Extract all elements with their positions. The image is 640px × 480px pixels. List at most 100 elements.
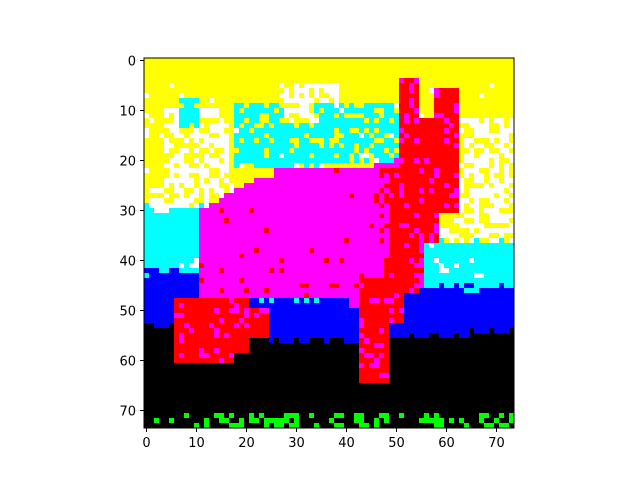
heatmap-cell	[214, 383, 220, 389]
heatmap-cell	[409, 163, 415, 169]
heatmap-cell	[484, 308, 490, 314]
heatmap-cell	[194, 93, 200, 99]
heatmap-cell	[354, 183, 360, 189]
heatmap-cell	[414, 383, 420, 389]
heatmap-cell	[424, 263, 430, 269]
heatmap-cell	[154, 248, 160, 254]
heatmap-cell	[499, 83, 505, 89]
heatmap-cell	[244, 143, 250, 149]
heatmap-cell	[214, 388, 220, 394]
heatmap-cell	[164, 203, 170, 209]
heatmap-cell	[339, 63, 345, 69]
heatmap-cell	[189, 118, 195, 124]
heatmap-cell	[339, 208, 345, 214]
heatmap-cell	[329, 323, 335, 329]
heatmap-cell	[429, 243, 435, 249]
heatmap-cell	[364, 208, 370, 214]
heatmap-cell	[314, 348, 320, 354]
heatmap-cell	[249, 78, 255, 84]
heatmap-cell	[249, 123, 255, 129]
heatmap-cell	[194, 353, 200, 359]
heatmap-cell	[359, 258, 365, 264]
heatmap-cell	[289, 388, 295, 394]
heatmap-cell	[284, 153, 290, 159]
heatmap-cell	[269, 273, 275, 279]
heatmap-cell	[249, 108, 255, 114]
heatmap-cell	[359, 328, 365, 334]
heatmap-cell	[479, 353, 485, 359]
heatmap-cell	[204, 233, 210, 239]
heatmap-cell	[239, 283, 245, 289]
heatmap-cell	[209, 183, 215, 189]
heatmap-cell	[444, 138, 450, 144]
heatmap-cell	[269, 113, 275, 119]
heatmap-cell	[429, 158, 435, 164]
heatmap-cell	[174, 128, 180, 134]
heatmap-cell	[189, 148, 195, 154]
heatmap-cell	[349, 108, 355, 114]
heatmap-cell	[199, 258, 205, 264]
heatmap-cell	[144, 173, 150, 179]
heatmap-cell	[304, 223, 310, 229]
heatmap-cell	[504, 288, 510, 294]
heatmap-cell	[299, 138, 305, 144]
heatmap-cell	[234, 358, 240, 364]
heatmap-cell	[169, 183, 175, 189]
heatmap-cell	[409, 383, 415, 389]
heatmap-cell	[339, 238, 345, 244]
heatmap-cell	[314, 383, 320, 389]
heatmap-cell	[414, 213, 420, 219]
heatmap-cell	[159, 153, 165, 159]
heatmap-cell	[504, 148, 510, 154]
heatmap-cell	[374, 183, 380, 189]
heatmap-cell	[204, 388, 210, 394]
heatmap-cell	[414, 103, 420, 109]
heatmap-cell	[349, 288, 355, 294]
heatmap-cell	[194, 388, 200, 394]
heatmap-cell	[214, 393, 220, 399]
heatmap-cell	[144, 298, 150, 304]
heatmap-cell	[374, 208, 380, 214]
heatmap-cell	[219, 273, 225, 279]
heatmap-cell	[249, 298, 255, 304]
heatmap-cell	[229, 83, 235, 89]
heatmap-cell	[304, 308, 310, 314]
heatmap-cell	[389, 333, 395, 339]
heatmap-cell	[159, 233, 165, 239]
heatmap-cell	[454, 148, 460, 154]
heatmap-cell	[454, 298, 460, 304]
heatmap-cell	[219, 128, 225, 134]
heatmap-cell	[459, 353, 465, 359]
heatmap-cell	[409, 288, 415, 294]
heatmap-cell	[144, 93, 150, 99]
heatmap-cell	[219, 63, 225, 69]
heatmap-cell	[469, 118, 475, 124]
heatmap-cell	[479, 238, 485, 244]
heatmap-cell	[379, 328, 385, 334]
heatmap-cell	[474, 73, 480, 79]
heatmap-cell	[404, 208, 410, 214]
heatmap-cell	[334, 58, 340, 64]
heatmap-cell	[349, 193, 355, 199]
heatmap-cell	[219, 243, 225, 249]
heatmap-cell	[499, 298, 505, 304]
heatmap-cell	[379, 273, 385, 279]
heatmap-cell	[354, 278, 360, 284]
heatmap-cell	[204, 108, 210, 114]
heatmap-cell	[434, 183, 440, 189]
heatmap-cell	[289, 143, 295, 149]
heatmap-cell	[339, 273, 345, 279]
heatmap-cell	[169, 238, 175, 244]
heatmap-cell	[159, 173, 165, 179]
heatmap-cell	[269, 213, 275, 219]
heatmap-cell	[409, 103, 415, 109]
heatmap-cell	[269, 343, 275, 349]
heatmap-cell	[254, 253, 260, 259]
heatmap-cell	[319, 203, 325, 209]
heatmap-cell	[289, 338, 295, 344]
heatmap-cell	[174, 328, 180, 334]
heatmap-cell	[294, 358, 300, 364]
heatmap-cell	[214, 303, 220, 309]
heatmap-cell	[249, 368, 255, 374]
heatmap-cell	[194, 338, 200, 344]
